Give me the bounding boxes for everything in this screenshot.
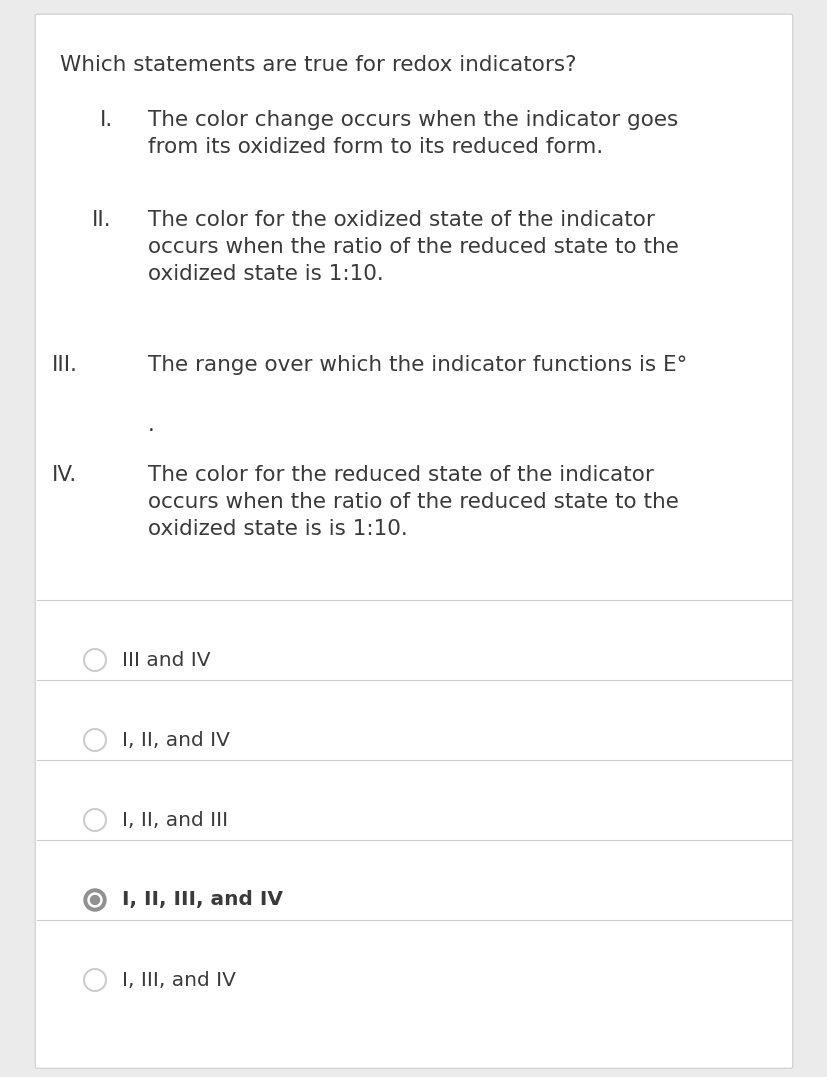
Text: I, II, and IV: I, II, and IV: [122, 730, 230, 750]
Circle shape: [88, 893, 102, 907]
Text: III and IV: III and IV: [122, 651, 210, 670]
Circle shape: [90, 895, 99, 905]
Text: I.: I.: [100, 110, 113, 130]
Text: Which statements are true for redox indicators?: Which statements are true for redox indi…: [60, 55, 576, 75]
Text: The color change occurs when the indicator goes
from its oxidized form to its re: The color change occurs when the indicat…: [148, 110, 677, 157]
Text: The color for the reduced state of the indicator
occurs when the ratio of the re: The color for the reduced state of the i…: [148, 465, 678, 540]
Text: .: .: [148, 415, 155, 435]
Circle shape: [84, 889, 106, 911]
Text: IV.: IV.: [52, 465, 77, 485]
FancyBboxPatch shape: [36, 14, 791, 1068]
Text: The range over which the indicator functions is E°: The range over which the indicator funct…: [148, 355, 686, 375]
Text: I, II, and III: I, II, and III: [122, 811, 228, 829]
Text: II.: II.: [92, 210, 112, 230]
Text: III.: III.: [52, 355, 78, 375]
Text: I, II, III, and IV: I, II, III, and IV: [122, 891, 283, 909]
Text: The color for the oxidized state of the indicator
occurs when the ratio of the r: The color for the oxidized state of the …: [148, 210, 678, 284]
Text: I, III, and IV: I, III, and IV: [122, 970, 236, 990]
